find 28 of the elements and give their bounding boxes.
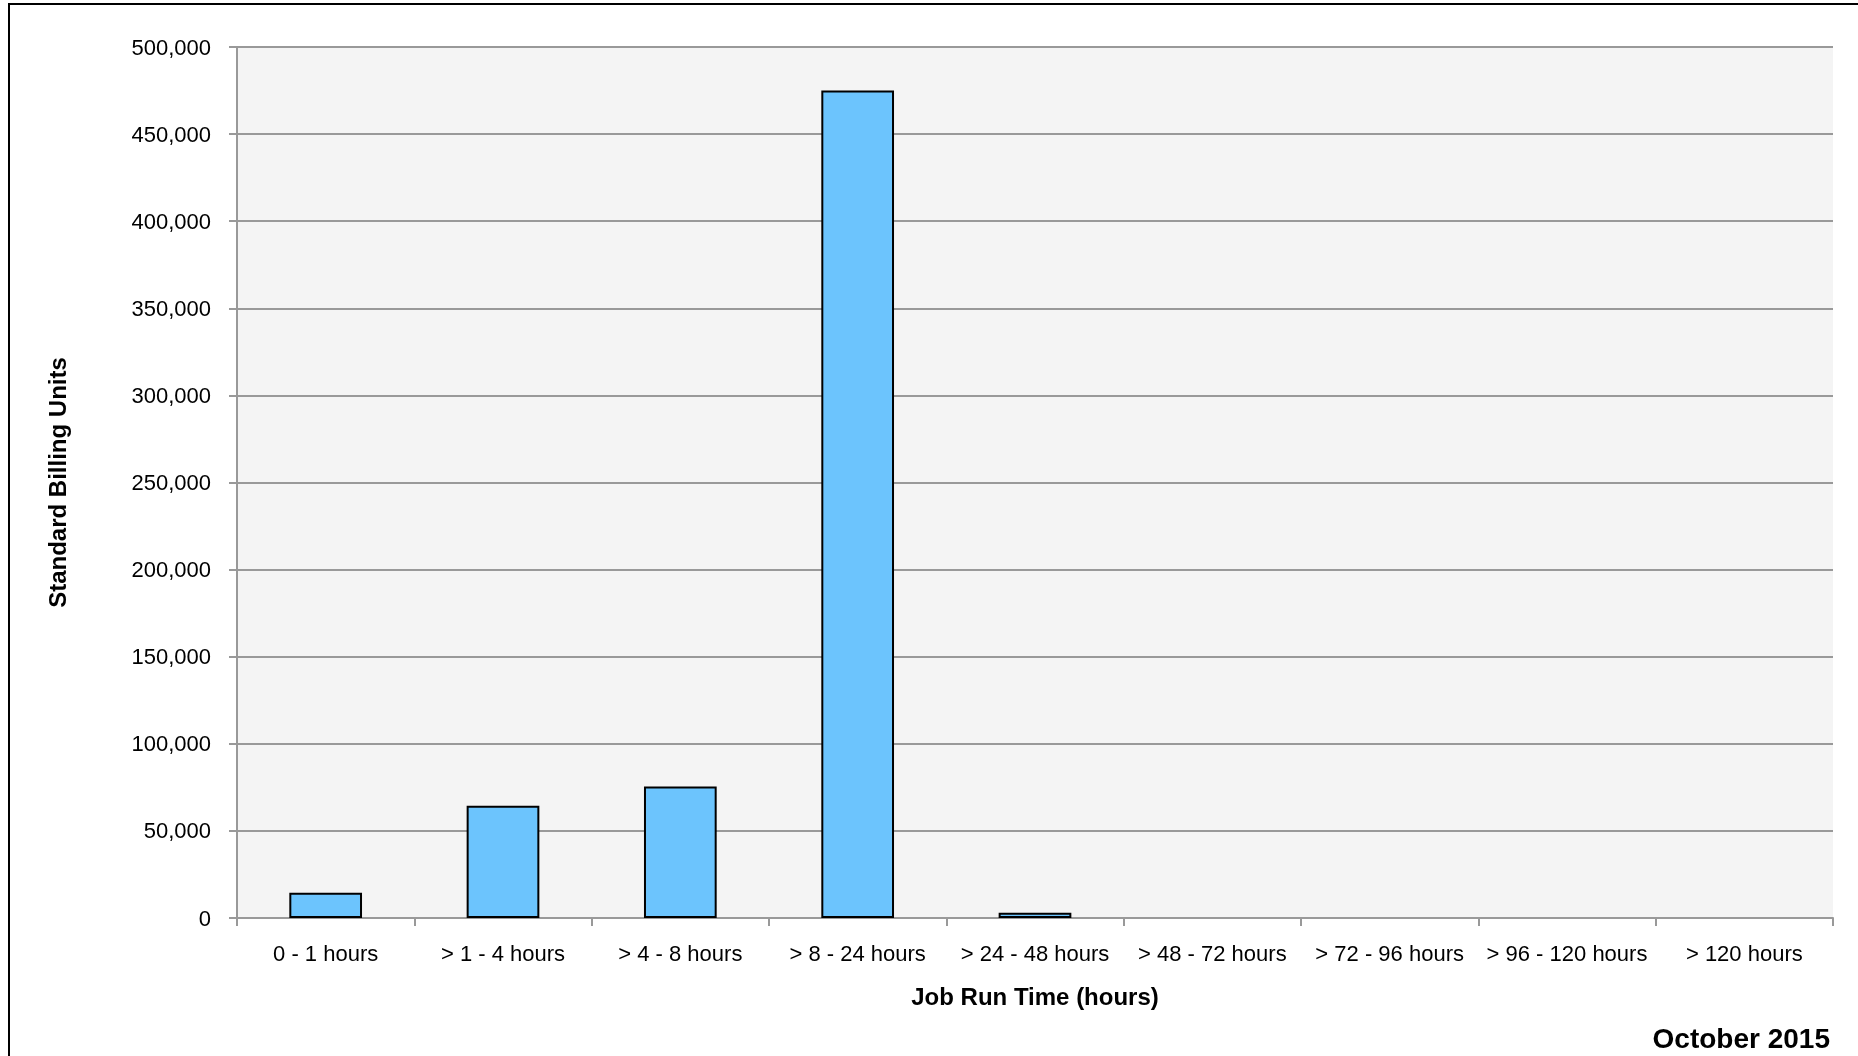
y-tick-label: 100,000 — [131, 731, 211, 757]
x-tick-label: > 72 - 96 hours — [1315, 940, 1464, 966]
y-tick-label: 450,000 — [131, 121, 211, 147]
x-tick-label: > 4 - 8 hours — [618, 940, 743, 966]
x-tick-label: > 48 - 72 hours — [1138, 940, 1287, 966]
x-tick-label: > 8 - 24 hours — [789, 940, 926, 966]
x-tick-label: 0 - 1 hours — [273, 940, 379, 966]
text: October 2015 — [1652, 1022, 1830, 1054]
y-tick-label: 250,000 — [131, 470, 211, 495]
bar — [821, 90, 895, 918]
bar — [289, 892, 363, 918]
y-tick-label: 400,000 — [131, 208, 211, 234]
y-tick-label: 0 — [198, 905, 211, 931]
x-tick-label: > 120 hours — [1685, 940, 1803, 966]
x-tick-label: > 1 - 4 hours — [440, 940, 566, 966]
bar — [466, 805, 540, 918]
x-tick-label: > 96 - 120 hours — [1486, 940, 1648, 966]
y-tick-label: 200,000 — [131, 557, 211, 583]
y-tick-label: 50,000 — [143, 818, 211, 844]
y-axis-title: Standard Billing Units — [43, 357, 71, 608]
bar — [643, 786, 717, 918]
bar — [998, 912, 1072, 918]
y-tick-label: 500,000 — [131, 34, 211, 60]
y-tick-label: 150,000 — [131, 644, 211, 670]
y-tick-label: 350,000 — [131, 295, 211, 321]
y-tick-label: 300,000 — [131, 382, 211, 408]
x-tick-label: > 24 - 48 hours — [960, 940, 1110, 966]
x-axis-title: Job Run Time (hours) — [911, 982, 1159, 1010]
